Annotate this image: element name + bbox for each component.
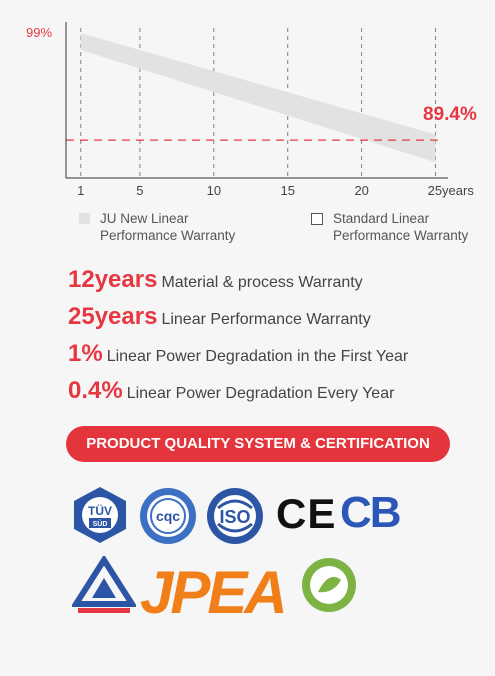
legend-swatch-outline xyxy=(311,213,323,225)
feature-item: 0.4% Linear Power Degradation Every Year xyxy=(68,377,488,414)
certification-banner: PRODUCT QUALITY SYSTEM & CERTIFICATION xyxy=(66,426,450,462)
legend-swatch-filled xyxy=(79,213,90,224)
legend-ju-line1: JU New Linear xyxy=(100,211,189,226)
green-seal-logo-icon xyxy=(302,558,356,612)
x-tick-label: 20 xyxy=(354,183,368,198)
legend-label-standard: Standard Linear Performance Warranty xyxy=(333,210,493,244)
tuv-sud-logo-icon: TÜV SÜD xyxy=(74,487,126,543)
jpea-logo-icon: JPEA xyxy=(140,559,288,626)
legend-item-standard: Standard Linear Performance Warranty xyxy=(311,210,493,244)
label-89-4-percent: 89.4% xyxy=(423,104,477,125)
legend-ju-line2: Performance Warranty xyxy=(100,228,236,243)
legend-label-ju-new: JU New Linear Performance Warranty xyxy=(100,210,260,244)
legend-item-ju-new: JU New Linear Performance Warranty xyxy=(79,210,260,244)
feature-list: 12years Material & process Warranty 25yea… xyxy=(68,266,488,414)
feature-number: 0.4% xyxy=(68,377,123,404)
warranty-band xyxy=(80,33,436,163)
feature-number: 25years xyxy=(68,303,158,330)
bis-logo-icon xyxy=(72,556,136,613)
cb-logo-icon: CB xyxy=(340,488,402,537)
x-tick-label: 15 xyxy=(281,183,295,198)
cqc-logo-icon: cqc xyxy=(140,488,196,544)
feature-item: 12years Material & process Warranty xyxy=(68,266,488,303)
feature-text: Linear Performance Warranty xyxy=(161,311,371,328)
feature-number: 1% xyxy=(68,340,103,367)
svg-text:cqc: cqc xyxy=(156,508,180,524)
feature-item: 1% Linear Power Degradation in the First … xyxy=(68,340,488,377)
x-tick-label: 1 xyxy=(77,183,84,198)
x-tick-labels: 1 5 10 15 20 25years xyxy=(77,183,474,198)
svg-text:SÜD: SÜD xyxy=(93,519,108,528)
svg-text:ISO: ISO xyxy=(219,507,250,527)
x-tick-label: 25years xyxy=(428,183,475,198)
feature-text: Linear Power Degradation in the First Ye… xyxy=(106,348,409,365)
feature-text: Linear Power Degradation Every Year xyxy=(126,385,395,402)
feature-number: 12years xyxy=(68,266,158,293)
legend-std-line2: Performance Warranty xyxy=(333,228,469,243)
chart-legend: JU New Linear Performance Warranty Stand… xyxy=(0,210,495,250)
iso-logo-icon: ISO xyxy=(207,488,263,544)
ce-mark-icon: CE xyxy=(276,490,337,537)
feature-text: Material & process Warranty xyxy=(161,274,363,291)
warranty-chart: 1 5 10 15 20 25years 99% 89.4% xyxy=(26,22,477,198)
x-tick-label: 10 xyxy=(207,183,221,198)
legend-std-line1: Standard Linear xyxy=(333,211,430,226)
feature-item: 25years Linear Performance Warranty xyxy=(68,303,488,340)
svg-text:TÜV: TÜV xyxy=(88,503,112,518)
x-tick-label: 5 xyxy=(136,183,143,198)
label-99-percent: 99% xyxy=(26,25,52,40)
